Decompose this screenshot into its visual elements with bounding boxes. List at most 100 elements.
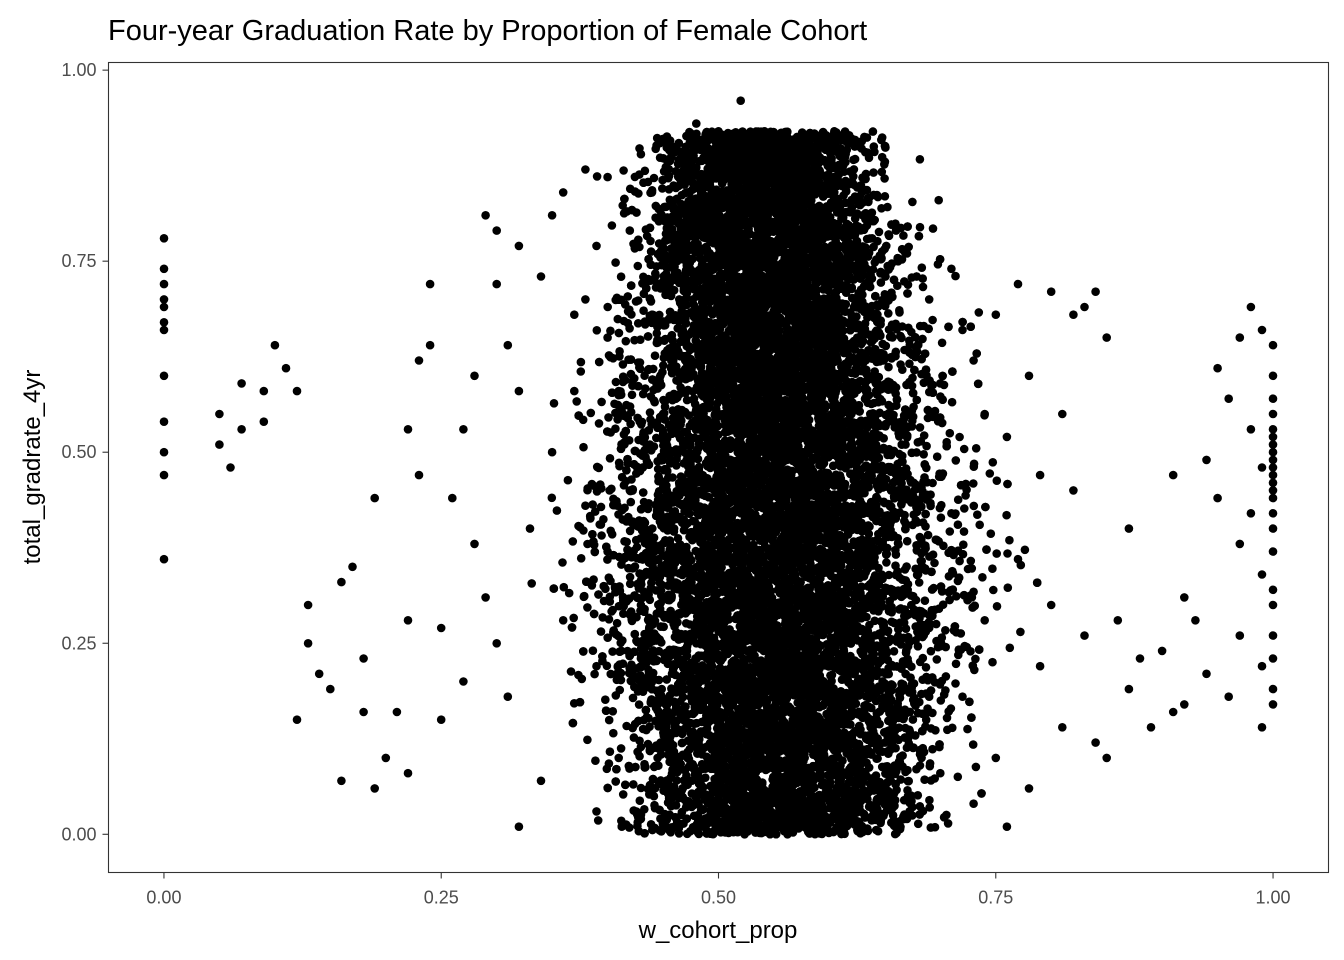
data-point bbox=[303, 600, 313, 610]
data-point bbox=[936, 768, 945, 778]
data-point bbox=[1069, 310, 1078, 320]
data-point-dense bbox=[626, 497, 636, 507]
data-point bbox=[1257, 723, 1267, 732]
data-point-dense bbox=[992, 549, 1001, 558]
data-point bbox=[1246, 425, 1256, 434]
data-point bbox=[1035, 470, 1045, 480]
data-point-dense bbox=[932, 452, 942, 462]
data-point bbox=[159, 470, 169, 480]
data-point bbox=[159, 295, 169, 304]
data-point bbox=[1268, 425, 1278, 434]
data-point bbox=[1257, 570, 1267, 579]
data-point bbox=[1268, 585, 1278, 595]
data-point bbox=[1069, 486, 1078, 495]
data-point bbox=[536, 776, 546, 786]
data-point-dense bbox=[941, 686, 950, 695]
data-point bbox=[1268, 440, 1278, 449]
data-point bbox=[614, 753, 623, 763]
data-point-dense bbox=[918, 282, 928, 292]
data-point-dense bbox=[652, 329, 662, 338]
data-point-dense bbox=[603, 633, 612, 642]
data-point-dense bbox=[960, 504, 969, 513]
data-point bbox=[1024, 371, 1034, 381]
data-point-dense bbox=[653, 464, 663, 474]
data-point bbox=[1268, 524, 1278, 533]
data-point-dense bbox=[986, 529, 996, 538]
data-point bbox=[558, 616, 568, 625]
data-point bbox=[1124, 684, 1134, 694]
data-point-dense bbox=[606, 326, 615, 336]
data-point-dense bbox=[607, 530, 617, 539]
data-point bbox=[470, 371, 479, 381]
data-point bbox=[470, 539, 479, 549]
data-point-dense bbox=[927, 585, 937, 594]
data-point bbox=[1168, 707, 1178, 717]
data-point bbox=[159, 264, 169, 274]
data-point-dense bbox=[959, 540, 968, 549]
data-point bbox=[425, 340, 435, 350]
data-point bbox=[692, 119, 701, 128]
data-point bbox=[1268, 478, 1278, 488]
data-point-dense bbox=[623, 292, 633, 301]
data-point bbox=[292, 386, 302, 396]
data-point bbox=[1124, 524, 1134, 533]
data-point bbox=[1268, 394, 1278, 404]
data-point bbox=[403, 425, 413, 434]
chart-title: Four-year Graduation Rate by Proportion … bbox=[108, 15, 867, 47]
data-point bbox=[1257, 661, 1267, 671]
data-point bbox=[1235, 333, 1245, 342]
data-point bbox=[492, 226, 502, 235]
data-point bbox=[215, 409, 224, 419]
data-point bbox=[1268, 654, 1278, 663]
data-point bbox=[1191, 616, 1200, 625]
data-point bbox=[1268, 447, 1278, 457]
data-point bbox=[215, 440, 224, 449]
data-point bbox=[159, 554, 169, 564]
data-point-dense bbox=[988, 564, 997, 573]
data-point bbox=[581, 165, 590, 174]
data-point-dense bbox=[1020, 545, 1030, 555]
data-point bbox=[1268, 455, 1278, 465]
data-point bbox=[1135, 654, 1145, 663]
data-point bbox=[958, 325, 967, 335]
data-point bbox=[514, 241, 524, 251]
data-point bbox=[1235, 631, 1245, 640]
data-point-dense bbox=[605, 747, 615, 756]
data-point bbox=[1268, 463, 1278, 472]
data-point bbox=[1080, 302, 1089, 312]
data-point bbox=[1268, 470, 1278, 480]
data-point-dense bbox=[566, 667, 576, 676]
data-point bbox=[392, 707, 402, 717]
data-point bbox=[1146, 723, 1156, 732]
data-point bbox=[159, 447, 169, 457]
data-point bbox=[414, 470, 424, 480]
data-point bbox=[581, 295, 590, 304]
data-point bbox=[1180, 700, 1189, 709]
data-point bbox=[1080, 631, 1089, 640]
data-point-dense bbox=[647, 186, 657, 195]
data-point-dense bbox=[629, 780, 638, 789]
data-point-dense bbox=[919, 450, 928, 459]
data-point bbox=[159, 234, 169, 243]
data-point bbox=[159, 318, 169, 327]
data-point bbox=[991, 753, 1001, 763]
data-point bbox=[1268, 547, 1278, 556]
data-point bbox=[436, 715, 446, 724]
data-point-dense bbox=[873, 754, 882, 763]
data-point bbox=[1257, 325, 1267, 335]
data-point-dense bbox=[974, 308, 984, 317]
data-point bbox=[337, 776, 346, 786]
data-point bbox=[226, 463, 235, 472]
data-point bbox=[259, 386, 269, 396]
data-point bbox=[570, 386, 579, 396]
data-point bbox=[547, 447, 557, 457]
data-point bbox=[337, 577, 346, 587]
data-point bbox=[1268, 432, 1278, 442]
data-point bbox=[1058, 723, 1067, 732]
data-point bbox=[492, 639, 502, 648]
data-point bbox=[303, 639, 313, 648]
data-point bbox=[403, 616, 413, 625]
data-point-dense bbox=[625, 579, 635, 589]
data-point bbox=[1035, 661, 1045, 671]
data-point bbox=[1224, 394, 1233, 404]
